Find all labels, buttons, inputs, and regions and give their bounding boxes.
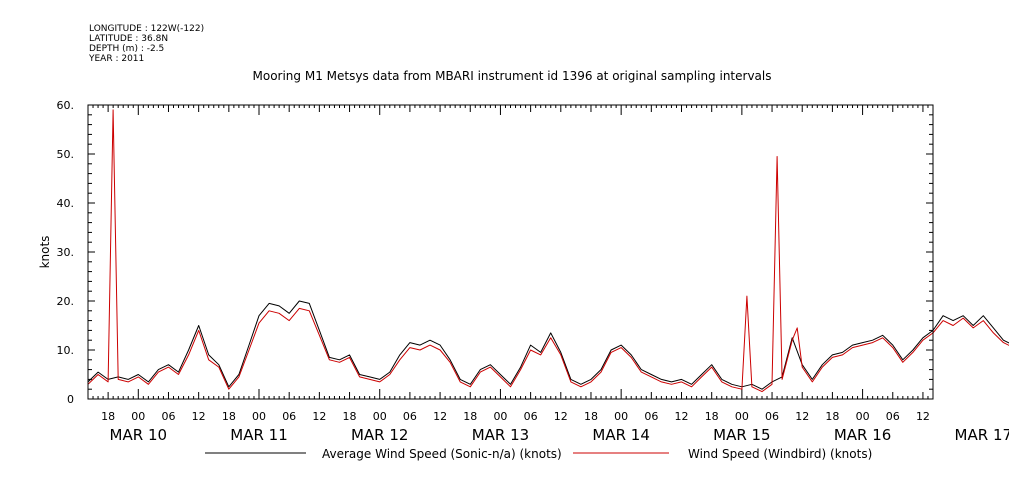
y-tick-label: 30. <box>57 246 75 259</box>
x-tick-label: 06 <box>282 410 296 423</box>
y-tick-label: 20. <box>57 295 75 308</box>
date-labels: MAR 10 MAR 11 MAR 12 MAR 13 MAR 14 MAR 15 MAR … <box>110 426 1009 444</box>
y-tick-label: 10. <box>57 344 75 357</box>
x-tick-label: 18 <box>463 410 477 423</box>
x-tick-label: 12 <box>312 410 326 423</box>
date-label: MAR 11 <box>230 426 287 444</box>
axis-ticks <box>87 104 934 400</box>
x-tick-label: 18 <box>705 410 719 423</box>
x-tick-label: 00 <box>735 410 749 423</box>
x-tick-labels: 18 00 06 12 18 00 06 12 18 00 06 12 18 00 06 12 18 00 06 12… <box>101 410 930 423</box>
x-tick-label: 12 <box>554 410 568 423</box>
x-tick-label: 18 <box>825 410 839 423</box>
x-tick-label: 12 <box>795 410 809 423</box>
legend-label-windbird: Wind Speed (Windbird) (knots) <box>688 447 872 461</box>
x-tick-label: 06 <box>161 410 175 423</box>
x-tick-label: 06 <box>524 410 538 423</box>
x-tick-label: 00 <box>131 410 145 423</box>
y-axis-label: knots <box>38 236 52 269</box>
date-label: MAR 17 <box>955 426 1009 444</box>
y-tick-label: 0 <box>67 393 74 406</box>
year-label: YEAR : 2011 <box>88 54 144 64</box>
legend-label-average: Average Wind Speed (Sonic-n/a) (knots) <box>322 447 562 461</box>
x-tick-label: 06 <box>765 410 779 423</box>
y-tick-label: 40. <box>57 197 75 210</box>
y-tick-label: 50. <box>57 148 75 161</box>
x-tick-label: 06 <box>403 410 417 423</box>
date-label: MAR 16 <box>834 426 891 444</box>
series-line-windbird-wind-speed <box>87 109 1009 393</box>
series-line-average-wind-speed <box>87 300 1009 390</box>
x-tick-label: 06 <box>644 410 658 423</box>
date-label: MAR 15 <box>713 426 770 444</box>
x-tick-label: 18 <box>222 410 236 423</box>
x-tick-label: 12 <box>433 410 447 423</box>
x-tick-label: 12 <box>916 410 930 423</box>
x-tick-label: 18 <box>584 410 598 423</box>
x-tick-label: 00 <box>856 410 870 423</box>
date-label: MAR 12 <box>351 426 408 444</box>
legend: Average Wind Speed (Sonic-n/a) (knots) W… <box>205 447 872 461</box>
x-tick-label: 00 <box>493 410 507 423</box>
date-label: MAR 13 <box>472 426 529 444</box>
plot-frame <box>87 104 934 400</box>
x-tick-label: 00 <box>252 410 266 423</box>
chart-title: Mooring M1 Metsys data from MBARI instru… <box>253 69 772 83</box>
depth-label: DEPTH (m) : -2.5 <box>89 44 164 54</box>
x-tick-label: 18 <box>343 410 357 423</box>
longitude-label: LONGITUDE : 122W(-122) <box>89 24 204 34</box>
metadata-block: LONGITUDE : 122W(-122) LATITUDE : 36.8N … <box>88 24 204 64</box>
x-tick-label: 18 <box>101 410 115 423</box>
date-label: MAR 14 <box>592 426 649 444</box>
x-tick-label: 12 <box>192 410 206 423</box>
latitude-label: LATITUDE : 36.8N <box>89 34 168 44</box>
date-label: MAR 10 <box>110 426 167 444</box>
y-tick-labels: 0 10. 20. 30. 40. 50. 60. <box>57 99 75 406</box>
x-tick-label: 00 <box>614 410 628 423</box>
x-tick-label: 06 <box>886 410 900 423</box>
x-tick-label: 00 <box>373 410 387 423</box>
y-tick-label: 60. <box>57 99 75 112</box>
x-tick-label: 12 <box>675 410 689 423</box>
series-lines <box>87 109 1009 393</box>
